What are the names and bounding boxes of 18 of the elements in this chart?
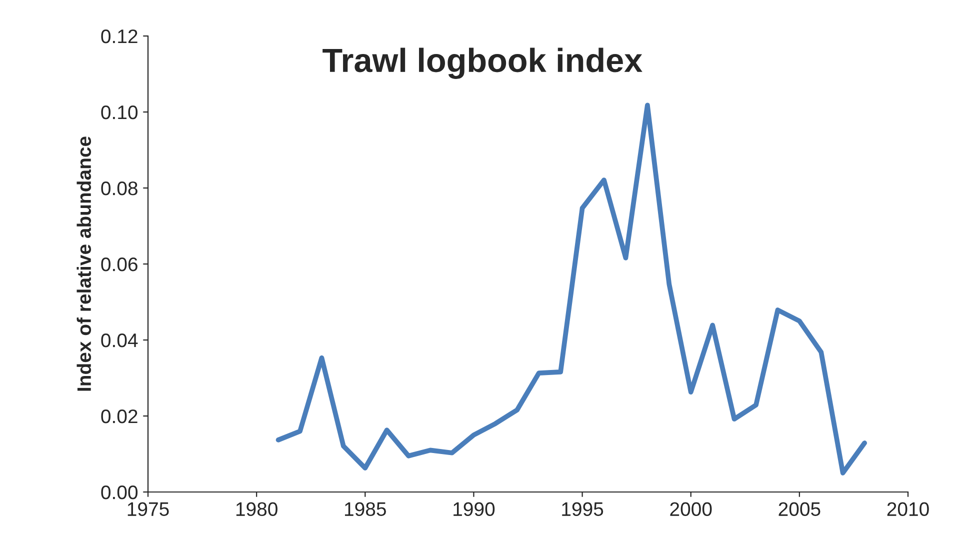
- x-tick-label: 2010: [887, 502, 929, 516]
- y-tick-label: 0.12: [101, 29, 138, 44]
- y-tick-label: 0.10: [101, 105, 138, 120]
- x-tick-label: 1990: [454, 502, 495, 516]
- y-tick-label: 0.00: [101, 485, 138, 500]
- y-tick-label: 0.06: [101, 257, 138, 272]
- x-tick-label: 1995: [562, 502, 604, 516]
- x-tick-label: 1985: [345, 502, 386, 516]
- y-tick-label: 0.08: [101, 181, 138, 196]
- y-tick-label: 0.04: [101, 333, 138, 348]
- x-tick-label: 1980: [236, 502, 278, 516]
- line-series: [276, 102, 867, 476]
- chart-title: Trawl logbook index: [322, 48, 642, 79]
- x-tick-label: 1975: [128, 502, 169, 516]
- y-axis-title: Index of relative abundance: [76, 136, 92, 391]
- x-tick-label: 2005: [778, 502, 820, 516]
- y-tick-label: 0.02: [101, 409, 138, 424]
- x-tick-label: 2000: [670, 502, 712, 516]
